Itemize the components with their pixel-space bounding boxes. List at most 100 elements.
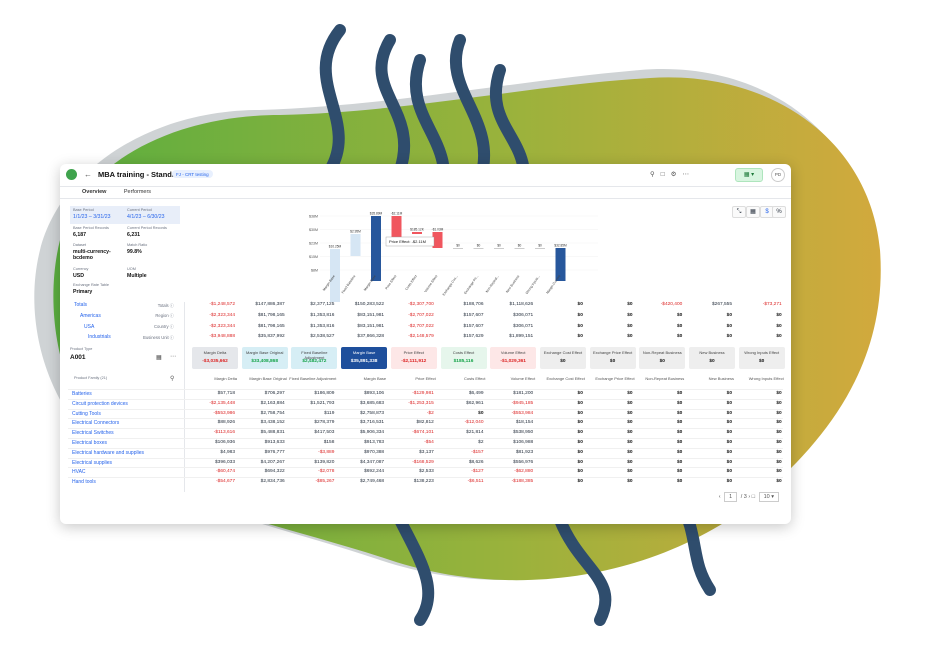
summary-card[interactable]: Fixed Baseline Adjustment $2,482,472 [291,347,338,369]
hierarchy-label[interactable]: Industrials [88,334,111,341]
table-cell: $106,988 [513,440,534,445]
table-cell: $8,626 [468,459,484,465]
current-period-value[interactable]: 4/1/23 – 6/30/23 [127,214,165,220]
table-cell: $0 [676,400,683,406]
bar [535,248,545,249]
product-family-link[interactable]: Circuit protection devices [72,400,128,407]
summary-card[interactable]: Margin Delta -$3,035,662 [192,347,238,369]
column-header[interactable]: Price Effect [415,376,436,381]
product-family-link[interactable]: HVAC [72,469,86,476]
waterfall-chart[interactable]: $38M $30M $23M $15M $8M $10.25M Margin Base $2.… [308,206,608,302]
product-type-value[interactable]: A001 [70,354,86,361]
chart-settings-icon[interactable]: ▦ [746,206,760,218]
current-records-label: Current Period Records [127,226,167,230]
summary-card[interactable]: Exchange Price Effect $0 [589,347,636,369]
total-cell: $188,706 [463,302,484,307]
column-header[interactable]: Costs Effect [464,376,486,381]
hierarchy-level: Totals ⓘ [157,302,174,308]
product-family-link[interactable]: Hand tools [72,479,96,486]
tab-performers[interactable]: Performers [123,189,152,195]
table-cell: $417,503 [314,430,335,436]
table-cell: -$54,677 [216,479,235,485]
table-cell: $0 [577,459,583,465]
total-cell: $81,798,165 [258,312,285,318]
table-cell: $0 [627,479,633,485]
table-cell: $0 [776,440,782,445]
summary-card[interactable]: Volume Effect -$1,029,361 [490,347,537,369]
next-page-icon[interactable]: › [748,494,751,500]
column-header[interactable]: Volume Effect [510,376,536,381]
category-label: Price Effect [384,274,397,290]
toolbar-icons[interactable]: ⚲□⚙⋯ [649,171,695,178]
prev-page-icon[interactable]: ‹ [718,494,721,500]
table-cell: $976,777 [264,449,285,455]
product-family-link[interactable]: Electrical Switches [72,430,114,437]
table-cell: $0 [676,391,683,396]
page-input[interactable]: 1 [724,492,738,502]
pagination: ‹ 1 / 3 › □ 10 ▾ [719,492,781,502]
table-cell: $0 [577,410,583,416]
column-header[interactable]: New Business [708,376,734,381]
category-label: Costs Effect [404,274,417,291]
expand-icon[interactable]: ⤡ [732,206,746,218]
summary-card[interactable]: Exchange Cost Effect $0 [539,347,586,369]
rows-per-page-select[interactable]: 10 ▾ [758,492,779,502]
table-cell: $88,926 [217,420,235,426]
filter-tag[interactable]: FJ - CRT testing [172,170,213,178]
product-family-link[interactable]: Electrical boxes [72,440,108,446]
column-header[interactable]: Margin Base [363,376,387,381]
table-cell: $2,749,468 [360,479,385,485]
table-cell: $0 [726,440,732,445]
product-family-link[interactable]: Cutting Tools [72,410,101,417]
total-cell: -$1,248,572 [209,302,235,307]
table-cell: $0 [776,391,782,396]
summary-card[interactable]: New Business $0 [689,347,735,369]
percent-toggle-icon[interactable]: % [772,206,786,218]
total-cell: $83,151,981 [357,312,385,318]
summary-card[interactable]: Costs Effect $185,116 [440,347,487,369]
table-cell: $0 [627,410,633,416]
search-icon[interactable]: ⚲ [170,376,175,382]
summary-card[interactable]: Wrong Inputs Effect $0 [738,347,785,369]
table-cell: $2,163,884 [260,400,285,406]
total-cell: $83,151,981 [357,323,385,329]
base-period-value[interactable]: 1/1/23 – 3/31/23 [73,214,111,220]
table-cell: $119 [324,410,335,416]
total-cell: $306,071 [513,323,534,329]
column-header[interactable]: Non-Repeat Business [645,376,685,381]
row-divider [68,428,783,430]
avatar[interactable]: PD [771,168,785,182]
hierarchy-label[interactable]: Americas [80,312,101,319]
column-header[interactable]: Exchange Price Effect [595,376,635,381]
product-family-link[interactable]: Batteries [72,391,92,397]
column-header[interactable]: Margin Base Original [249,376,287,381]
currency-toggle-icon[interactable]: $ [760,206,774,218]
back-arrow-icon[interactable]: ← [84,170,92,179]
total-cell: $0 [627,323,633,329]
category-label: New Business [505,274,520,294]
table-cell: $181,200 [513,391,534,396]
summary-card[interactable]: Non-Repeat Business $0 [639,347,686,369]
grid-icon[interactable]: ▦ [156,355,162,361]
column-header[interactable]: Margin Delta [214,376,237,381]
bar [432,232,443,248]
row-divider [68,398,783,400]
column-header[interactable]: Wrong Inputs Effect [748,376,784,381]
column-header[interactable]: Exchange Cost Effect [546,376,585,381]
product-family-link[interactable]: Electrical supplies [72,459,113,466]
hierarchy-label[interactable]: USA [84,323,95,330]
hierarchy-label[interactable]: Totals [74,302,88,308]
product-family-link[interactable]: Electrical Connectors [72,420,120,427]
summary-card[interactable]: Price Effect -$2,111,912 [390,347,437,369]
more-icon[interactable]: ⋯ [170,354,176,360]
product-family-link[interactable]: Electrical hardware and supplies [72,449,144,456]
summary-card-label: New Business [699,350,725,355]
summary-card[interactable]: Margin Base $35,891,338 [341,347,388,369]
row-divider [68,408,783,410]
summary-card[interactable]: Margin Base Original $33,408,868 [241,347,288,369]
total-cell: $267,555 [711,302,732,307]
y-tick-label: $23M [309,242,318,246]
export-button[interactable]: ▦ ▾ [735,168,763,182]
column-header[interactable]: Fixed Baseline Adjustment [289,376,337,381]
table-cell: $0 [478,410,484,416]
